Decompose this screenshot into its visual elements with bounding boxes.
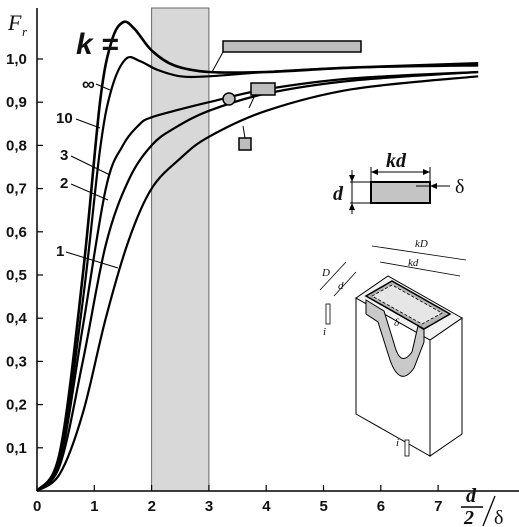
curve-label-3: 3 — [60, 147, 111, 176]
iso-conductor-cut — [365, 299, 425, 377]
d-arrow-top — [349, 175, 355, 182]
y-tick-label: 0,3 — [6, 353, 27, 370]
x-tick-label: 2 — [148, 498, 156, 515]
x-tick-label: 4 — [262, 498, 271, 515]
x-tick-label: 0 — [33, 498, 41, 515]
curve-label-inf: ∞ — [82, 74, 111, 94]
x-axis-label-denominator: 2 — [463, 507, 474, 527]
curve-label-3-leader — [70, 155, 111, 176]
x-axis-label-numerator: d — [466, 485, 477, 507]
y-tick-label: 0,8 — [6, 137, 27, 154]
curve-label-2-text: 2 — [60, 175, 68, 192]
rect-symbol — [250, 82, 276, 96]
y-tick-label: 1,0 — [6, 51, 27, 68]
y-tick-label: 0,1 — [6, 440, 27, 457]
square-symbol — [238, 137, 252, 151]
iso-d-label: d — [338, 280, 344, 292]
iso-D-dim — [319, 261, 347, 291]
slot-winding-drawing: kD kd D d δ i i — [319, 238, 467, 457]
iso-kd-dim — [379, 261, 461, 277]
iso-kD-dim — [371, 245, 467, 261]
delta-label: δ — [455, 176, 464, 198]
y-tick-label: 0,7 — [6, 181, 27, 198]
shaded-band — [151, 7, 210, 492]
conductor-rect — [370, 181, 431, 204]
curve-label-10-text: 10 — [56, 110, 73, 127]
curve-label-inf-leader — [95, 83, 111, 91]
iso-D-label: D — [321, 267, 330, 279]
series-line-k-1 — [36, 75, 479, 492]
iso-tab-bottom — [404, 439, 410, 457]
y-tick-label: 0,6 — [6, 224, 27, 241]
legend-title: k = — [76, 28, 119, 61]
square-symbol-leader — [242, 125, 246, 139]
iso-d-dim — [333, 271, 357, 297]
x-tick-label: 5 — [320, 498, 328, 515]
iso-right-face — [429, 317, 463, 457]
curve-label-10-leader — [75, 118, 101, 129]
x-tick-label: 7 — [434, 498, 442, 515]
delta-arrow — [430, 183, 437, 189]
iso-tab-top — [325, 303, 331, 325]
iso-conductor-inner — [371, 284, 443, 325]
y-tick-label: 0,9 — [6, 94, 27, 111]
x-tick-label: 3 — [205, 498, 213, 515]
curve-label-inf-text: ∞ — [82, 74, 95, 94]
series-line-k-10 — [36, 56, 479, 492]
series-line-k-2 — [36, 70, 479, 492]
y-axis-label-subscript: r — [22, 24, 28, 39]
iso-kd-label: kd — [408, 257, 419, 269]
conductor-inset: kd d δ — [333, 150, 464, 214]
circle-symbol — [222, 92, 236, 106]
x-axis-label-slash — [482, 495, 496, 527]
curve-label-10: 10 — [56, 110, 101, 129]
curve-label-2-leader — [70, 183, 109, 201]
curve-label-1-leader — [65, 251, 119, 269]
series-group — [35, 20, 479, 492]
y-tick-label: 0,2 — [6, 397, 27, 414]
curve-label-1: 1 — [56, 243, 119, 269]
flat-rect-symbol — [222, 40, 362, 53]
curve-label-2: 2 — [60, 175, 109, 201]
series-line-k-3 — [36, 70, 479, 492]
y-axis-label: F — [7, 10, 22, 35]
iso-i-top-label: i — [323, 326, 326, 338]
iso-i-bottom-label: i — [396, 437, 399, 449]
x-tick-label: 1 — [90, 498, 98, 515]
x-axis-label: d 2 δ — [461, 485, 503, 527]
rect-symbol-leader — [248, 94, 256, 109]
flat-rect-leader — [211, 51, 224, 73]
kd-arrow-left — [371, 169, 378, 175]
curve-label-3-text: 3 — [60, 147, 68, 164]
y-tick-label: 0,5 — [6, 267, 27, 284]
curve-label-1-text: 1 — [56, 243, 64, 260]
d-label: d — [333, 183, 344, 205]
kd-label: kd — [386, 150, 407, 172]
d-arrow-bottom — [349, 203, 355, 210]
kd-arrow-right — [423, 169, 430, 175]
x-axis-label-tail: δ — [494, 507, 503, 527]
iso-kD-label: kD — [415, 238, 428, 250]
iso-delta-label: δ — [394, 317, 400, 329]
axis-ticks: 0 1 2 3 4 5 6 7 0,1 0,2 0,3 0,4 0,5 0,6 0,7 0,8 0,9 1,0 — [6, 51, 442, 515]
x-tick-label: 6 — [377, 498, 385, 515]
y-tick-label: 0,4 — [6, 310, 28, 327]
